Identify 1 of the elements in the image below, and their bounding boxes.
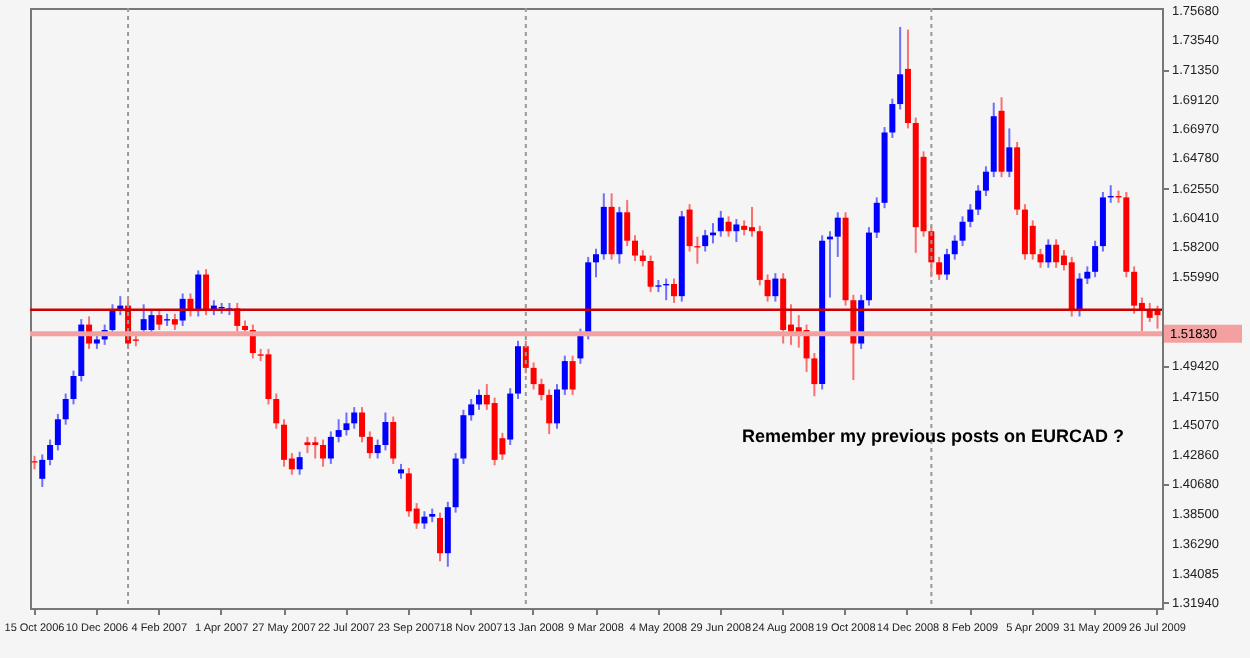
annotation: Remember my previous posts on EURCAD ? — [742, 426, 1125, 446]
